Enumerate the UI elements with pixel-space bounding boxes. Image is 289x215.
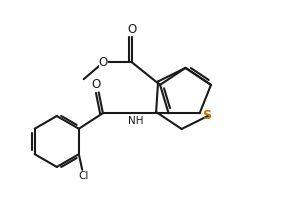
Text: S: S: [202, 109, 211, 122]
Text: O: O: [92, 78, 101, 91]
Text: NH: NH: [128, 116, 143, 126]
Text: O: O: [99, 56, 108, 69]
Text: Cl: Cl: [78, 171, 89, 181]
Text: O: O: [127, 23, 136, 36]
